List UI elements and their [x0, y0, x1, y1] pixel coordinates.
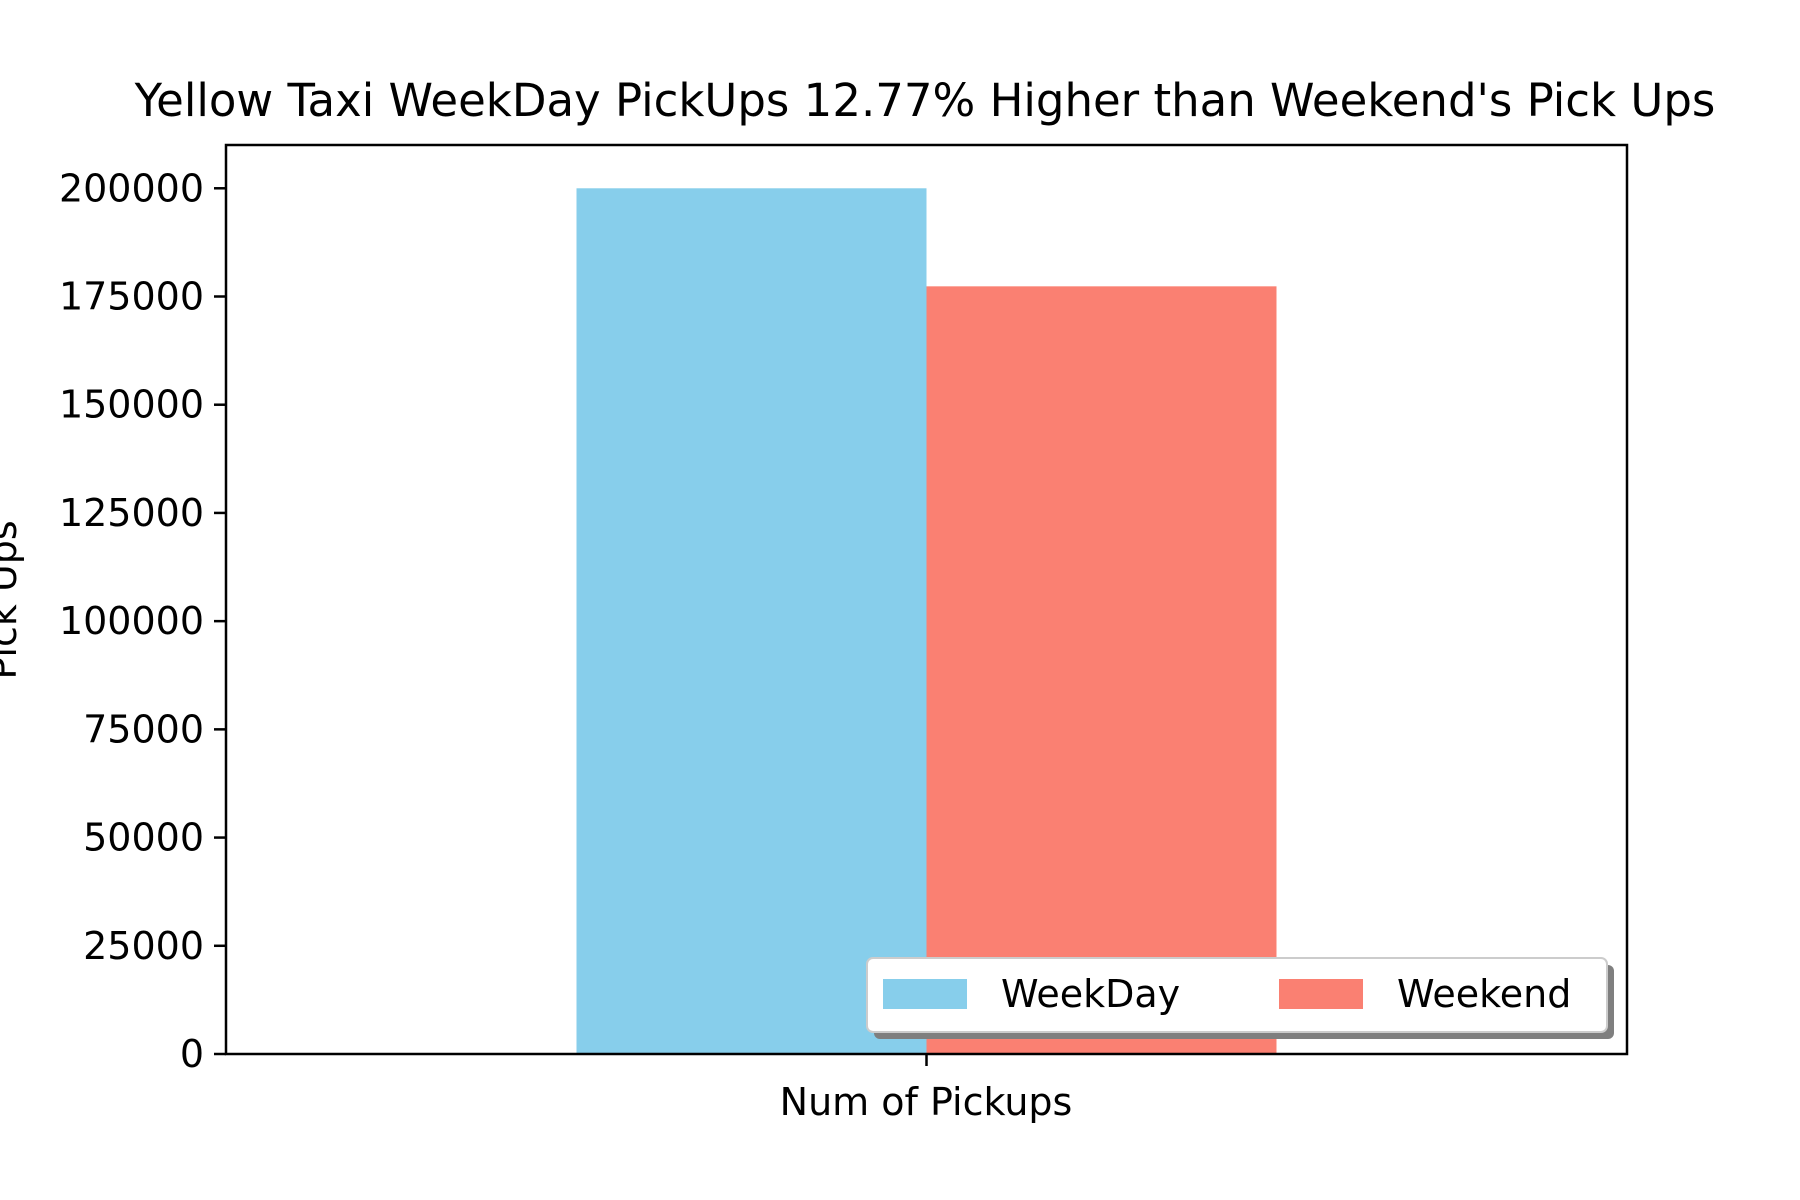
y-axis-tick-label: 25000: [83, 924, 204, 968]
y-axis-tick-label: 50000: [83, 816, 204, 860]
legend-label-weekend: Weekend: [1397, 972, 1571, 1016]
y-axis-tick-label: 75000: [83, 707, 204, 751]
y-axis-tick-label: 150000: [59, 383, 204, 427]
y-axis-tick-label: 175000: [59, 275, 204, 319]
legend: WeekDay Weekend: [866, 957, 1614, 1039]
chart-title: Yellow Taxi WeekDay PickUps 12.77% Highe…: [134, 74, 1716, 127]
y-axis-tick-label: 0: [180, 1032, 204, 1076]
y-axis-label: Pick Ups: [0, 520, 25, 679]
y-axis-tick-label: 100000: [59, 599, 204, 643]
legend-box: [866, 957, 1608, 1033]
bar-weekday: [576, 188, 927, 1055]
legend-swatch-weekend: [1279, 979, 1363, 1009]
legend-label-weekday: WeekDay: [1001, 972, 1180, 1016]
y-axis-tick-label: 125000: [59, 491, 204, 535]
y-axis-tick-label: 200000: [59, 166, 204, 210]
bar-weekend: [926, 286, 1277, 1054]
legend-swatch-weekday: [883, 979, 967, 1009]
x-axis-tick-label: Num of Pickups: [780, 1080, 1073, 1124]
